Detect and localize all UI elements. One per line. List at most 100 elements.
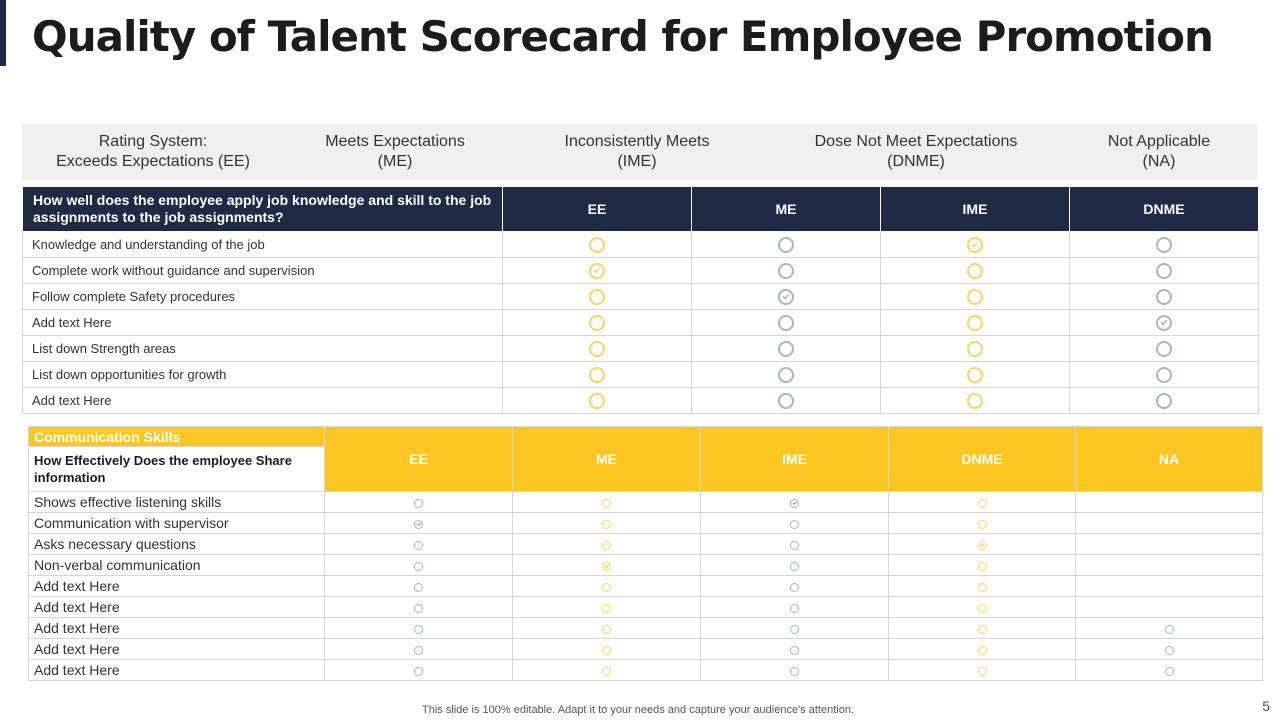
checked-radio-icon[interactable]	[414, 519, 423, 529]
rating-cell-me	[512, 512, 701, 534]
radio-circle-icon[interactable]	[414, 498, 423, 508]
radio-circle-icon[interactable]	[977, 561, 987, 571]
checked-radio-icon[interactable]	[1156, 314, 1172, 331]
radio-circle-icon[interactable]	[602, 666, 611, 676]
rating-cell-ee	[502, 257, 692, 284]
radio-circle-icon[interactable]	[967, 262, 983, 279]
radio-circle-icon[interactable]	[589, 236, 605, 253]
table-row: List down Strength areas	[22, 335, 1259, 362]
rating-cell-dnme	[1069, 231, 1259, 258]
rating-cell-dnme	[888, 491, 1076, 513]
radio-circle-icon[interactable]	[1156, 392, 1172, 409]
radio-circle-icon[interactable]	[790, 624, 799, 634]
radio-circle-icon[interactable]	[414, 582, 423, 592]
page-number: 5	[1262, 698, 1270, 714]
rating-cell-ime	[700, 512, 889, 534]
radio-circle-icon[interactable]	[602, 624, 611, 634]
checked-radio-icon[interactable]	[778, 288, 794, 305]
checked-radio-icon[interactable]	[589, 262, 605, 279]
checked-radio-icon[interactable]	[967, 236, 983, 253]
rating-cell-dnme	[888, 617, 1076, 639]
radio-circle-icon[interactable]	[790, 540, 799, 550]
column-header-dnme: DNME	[888, 426, 1076, 492]
radio-circle-icon[interactable]	[1164, 624, 1174, 634]
job-knowledge-header-row: How well does the employee apply job kno…	[22, 186, 1259, 232]
radio-circle-icon[interactable]	[967, 392, 983, 409]
rating-cell-ee	[502, 309, 692, 336]
checked-radio-icon[interactable]	[790, 498, 799, 508]
legend-item-ee: Rating System: Exceeds Expectations (EE)	[56, 133, 250, 170]
radio-circle-icon[interactable]	[414, 603, 423, 613]
communication-question: How Effectively Does the employee Share …	[28, 446, 325, 492]
radio-circle-icon[interactable]	[790, 519, 799, 529]
radio-circle-icon[interactable]	[1156, 340, 1172, 357]
radio-circle-icon[interactable]	[1164, 666, 1174, 676]
radio-circle-icon[interactable]	[790, 561, 799, 571]
radio-circle-icon[interactable]	[967, 340, 983, 357]
radio-circle-icon[interactable]	[1156, 236, 1172, 253]
criterion-label: Add text Here	[28, 575, 325, 597]
rating-cell-me	[691, 309, 881, 336]
radio-circle-icon[interactable]	[977, 645, 987, 655]
radio-circle-icon[interactable]	[977, 603, 987, 613]
rating-cell-dnme	[888, 512, 1076, 534]
radio-circle-icon[interactable]	[589, 288, 605, 305]
radio-circle-icon[interactable]	[589, 314, 605, 331]
table-row: Add text Here	[28, 617, 1263, 639]
criterion-label: Add text Here	[22, 309, 503, 336]
radio-circle-icon[interactable]	[977, 666, 987, 676]
radio-circle-icon[interactable]	[1156, 262, 1172, 279]
radio-circle-icon[interactable]	[414, 540, 423, 550]
radio-circle-icon[interactable]	[589, 392, 605, 409]
radio-circle-icon[interactable]	[967, 288, 983, 305]
rating-legend: Rating System: Exceeds Expectations (EE)…	[22, 124, 1257, 180]
radio-circle-icon[interactable]	[602, 498, 611, 508]
radio-circle-icon[interactable]	[977, 519, 987, 529]
radio-circle-icon[interactable]	[414, 624, 423, 634]
table-row: Knowledge and understanding of the job	[22, 231, 1259, 258]
rating-cell-dnme	[1069, 257, 1259, 284]
radio-circle-icon[interactable]	[589, 366, 605, 383]
radio-circle-icon[interactable]	[414, 561, 423, 571]
radio-circle-icon[interactable]	[790, 582, 799, 592]
radio-circle-icon[interactable]	[977, 498, 987, 508]
rating-cell-ee	[324, 491, 513, 513]
criterion-label: Non-verbal communication	[28, 554, 325, 576]
radio-circle-icon[interactable]	[1164, 645, 1174, 655]
table-row: Add text Here	[28, 638, 1263, 660]
radio-circle-icon[interactable]	[602, 603, 611, 613]
rating-cell-ime	[700, 554, 889, 576]
radio-circle-icon[interactable]	[778, 340, 794, 357]
radio-circle-icon[interactable]	[414, 645, 423, 655]
radio-circle-icon[interactable]	[1156, 288, 1172, 305]
radio-circle-icon[interactable]	[778, 392, 794, 409]
criterion-label: Shows effective listening skills	[28, 491, 325, 513]
radio-circle-icon[interactable]	[602, 519, 611, 529]
radio-circle-icon[interactable]	[778, 314, 794, 331]
criterion-label: Follow complete Safety procedures	[22, 283, 503, 310]
radio-circle-icon[interactable]	[967, 314, 983, 331]
rating-cell-ime	[700, 617, 889, 639]
checked-radio-icon[interactable]	[977, 540, 987, 550]
rating-cell-na	[1075, 659, 1263, 681]
radio-circle-icon[interactable]	[977, 582, 987, 592]
radio-circle-icon[interactable]	[778, 236, 794, 253]
radio-circle-icon[interactable]	[790, 645, 799, 655]
checked-radio-icon[interactable]	[602, 561, 611, 571]
criterion-label: Knowledge and understanding of the job	[22, 231, 503, 258]
radio-circle-icon[interactable]	[790, 666, 799, 676]
rating-cell-ime	[700, 533, 889, 555]
radio-circle-icon[interactable]	[414, 666, 423, 676]
radio-circle-icon[interactable]	[589, 340, 605, 357]
radio-circle-icon[interactable]	[1156, 366, 1172, 383]
radio-circle-icon[interactable]	[602, 582, 611, 592]
radio-circle-icon[interactable]	[977, 624, 987, 634]
radio-circle-icon[interactable]	[602, 540, 611, 550]
radio-circle-icon[interactable]	[778, 262, 794, 279]
radio-circle-icon[interactable]	[778, 366, 794, 383]
radio-circle-icon[interactable]	[967, 366, 983, 383]
rating-cell-ee	[324, 638, 513, 660]
rating-cell-ime	[880, 387, 1070, 414]
radio-circle-icon[interactable]	[602, 645, 611, 655]
radio-circle-icon[interactable]	[790, 603, 799, 613]
